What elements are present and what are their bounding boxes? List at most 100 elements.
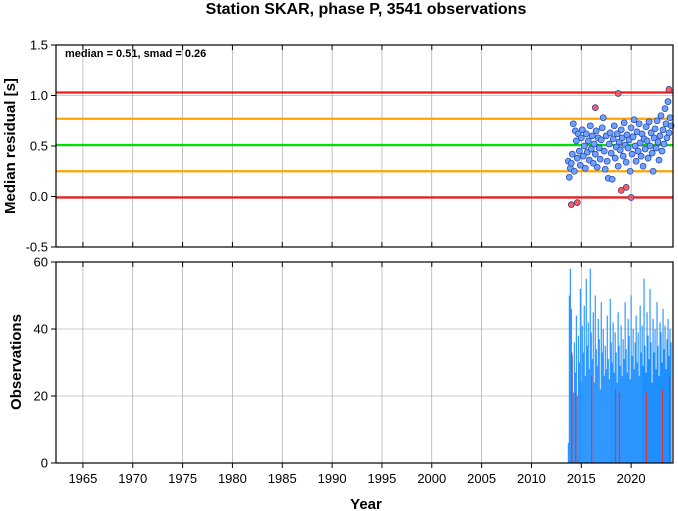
observation-bar [662, 308, 664, 463]
inlier-point [664, 98, 672, 105]
observation-bar [655, 369, 657, 463]
inlier-point [614, 162, 622, 170]
inlier-point [584, 137, 592, 145]
outlier-point [627, 194, 635, 201]
outlier-point [665, 86, 673, 93]
inlier-point [649, 167, 657, 175]
observation-bar [651, 382, 653, 463]
observation-bar [622, 339, 624, 463]
inlier-point [586, 122, 594, 130]
inlier-point [656, 132, 664, 140]
x-tick-label: 1995 [367, 471, 396, 486]
observation-bar [649, 288, 651, 463]
inlier-point [628, 150, 636, 158]
inlier-point [565, 173, 573, 181]
inlier-point [647, 129, 655, 137]
observation-bar [629, 379, 631, 464]
observation-bar [664, 325, 666, 463]
observation-bar [597, 318, 599, 463]
observation-bar [593, 382, 595, 463]
inlier-point [588, 132, 596, 140]
observation-bar [585, 278, 587, 464]
observation-bars [567, 268, 672, 464]
observation-bar [611, 362, 613, 463]
observation-bar [646, 312, 648, 464]
inlier-point [643, 137, 651, 145]
median-annotation: median = 0.51, smad = 0.26 [65, 48, 206, 60]
inlier-point [611, 154, 619, 162]
observation-bar [644, 345, 646, 464]
observation-bar [607, 359, 609, 463]
highlight-bar [646, 392, 648, 463]
inlier-point [603, 157, 611, 165]
chart-title: Station SKAR, phase P, 3541 observations [206, 1, 527, 18]
outlier-point [622, 184, 630, 191]
observation-bar [613, 372, 615, 463]
inlier-point [587, 145, 595, 153]
observation-bar [659, 322, 661, 463]
inlier-point [634, 147, 642, 155]
inlier-point [665, 129, 673, 137]
inlier-point [576, 161, 584, 169]
observation-bar [623, 359, 625, 463]
observation-bar [621, 375, 623, 463]
observation-bar [588, 369, 590, 463]
inlier-point [650, 134, 658, 142]
outlier-point [617, 187, 625, 194]
observation-bar [604, 345, 606, 464]
observation-bar [666, 339, 668, 463]
observation-bar [587, 322, 589, 463]
inlier-point [598, 124, 606, 132]
inlier-point [652, 144, 660, 152]
inlier-point [651, 125, 659, 133]
observation-bar [631, 355, 633, 463]
observation-bar [586, 345, 588, 464]
inlier-point [646, 142, 654, 150]
observation-bar [636, 362, 638, 463]
inlier-point [601, 165, 609, 173]
inlier-point [630, 116, 638, 124]
observation-bar [637, 332, 639, 463]
inlier-point [569, 120, 577, 128]
x-tick-label: 1965 [68, 471, 97, 486]
inlier-point [618, 134, 626, 142]
observation-bar [582, 352, 584, 463]
top-y-tick-label: 0.5 [30, 139, 48, 154]
observation-bar [576, 396, 578, 463]
observation-bar [635, 315, 637, 463]
highlight-bar [669, 375, 671, 463]
observation-bar [617, 312, 619, 464]
observation-bar [599, 389, 601, 463]
x-tick-label: 1990 [318, 471, 347, 486]
observation-bar [660, 332, 662, 463]
observation-bar [670, 342, 672, 463]
observation-bar [653, 352, 655, 463]
observation-bar [594, 295, 596, 463]
inlier-point [572, 137, 580, 145]
observation-bar [584, 375, 586, 463]
inlier-point [609, 135, 617, 143]
inlier-point [573, 154, 581, 162]
observation-bar [579, 288, 581, 463]
inlier-point [590, 140, 598, 148]
observation-bar [639, 305, 641, 463]
inlier-point [644, 154, 652, 162]
observation-bar [616, 382, 618, 463]
observation-bar [605, 369, 607, 463]
highlight-bar [591, 375, 593, 463]
observation-bar [620, 325, 622, 463]
observation-bar [580, 382, 582, 463]
observation-bar [598, 339, 600, 463]
inlier-point [666, 114, 674, 122]
observation-bar [573, 342, 575, 463]
x-axis-label: Year [350, 496, 382, 511]
inlier-point [606, 129, 614, 137]
inlier-point [580, 142, 588, 150]
bottom-panel-frame [55, 261, 674, 464]
inlier-point [579, 152, 587, 160]
observation-bar [667, 318, 669, 463]
inlier-point [655, 156, 663, 164]
observation-bar [647, 335, 649, 463]
observation-bar [663, 349, 665, 463]
